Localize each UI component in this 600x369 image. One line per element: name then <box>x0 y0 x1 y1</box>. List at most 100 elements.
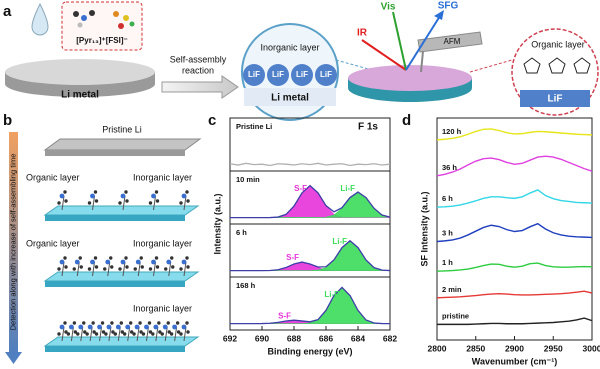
spectrum-line <box>230 239 391 272</box>
panel-condition: 6 h <box>236 228 247 237</box>
molecule-atom <box>63 256 67 260</box>
molecule-atom <box>185 190 189 194</box>
molecule-atom <box>97 324 102 330</box>
zoom-title: Inorganic layer <box>260 42 319 52</box>
panel-label: a <box>3 3 12 20</box>
molecule-stalk <box>137 261 141 277</box>
substrate-label: Li metal <box>61 90 99 101</box>
stages: Organic layer Inorganic layer Organic laye… <box>26 172 200 352</box>
molecule-atom <box>90 259 95 265</box>
molecule-atom <box>166 321 170 325</box>
slab-top <box>43 271 200 282</box>
afm-label: AFM <box>444 37 461 46</box>
sfg-arrowhead <box>434 10 444 20</box>
series-label: 2 min <box>442 285 462 294</box>
molecule-atom <box>129 330 134 334</box>
molecule-atom <box>74 259 80 265</box>
molecule-atom <box>179 267 183 271</box>
molecule-atom <box>186 265 190 269</box>
time-axis-label: Detection along with increase of self-as… <box>8 154 17 331</box>
molecule-atom <box>118 267 122 271</box>
molecule-atom <box>125 199 129 203</box>
molecule-atom <box>181 324 187 330</box>
atom <box>77 22 83 28</box>
molecule-atom <box>79 265 83 269</box>
li-disk-top <box>5 59 155 85</box>
molecule-atom <box>133 267 137 271</box>
molecule-atom <box>181 193 187 199</box>
slab-top <box>43 205 200 216</box>
ir-label: IR <box>357 28 368 39</box>
molecule-atom <box>147 321 152 325</box>
molecule-atom <box>135 259 141 265</box>
molecule-stalk <box>76 261 80 277</box>
lif-grain-label: LiF <box>248 70 260 79</box>
vis-beam <box>392 11 407 71</box>
molecule-atom <box>109 256 113 260</box>
series-label: 3 h <box>442 228 453 237</box>
molecule-atom <box>124 190 128 194</box>
molecule-atom <box>119 321 124 325</box>
pristine-slab-front <box>45 150 185 156</box>
molecule-stalk <box>61 326 65 342</box>
molecule-atom <box>100 321 105 325</box>
molecule-atom <box>151 332 155 336</box>
molecule-atom <box>94 199 99 203</box>
molecule-atom <box>59 193 65 199</box>
organic-label: Organic layer <box>26 172 80 182</box>
molecule-stalk <box>164 326 168 342</box>
molecule-atom <box>120 259 126 265</box>
molecule-stalk <box>183 261 187 277</box>
x-tick-label: 2900 <box>505 343 524 353</box>
droplet <box>31 2 49 36</box>
sfg-line <box>436 128 593 141</box>
arrow-label: Self-assembly <box>170 54 227 64</box>
sfg-line <box>436 290 593 299</box>
inorganic-label: Inorganic layer <box>133 303 192 313</box>
zoom-title: Organic layer <box>531 39 585 49</box>
molecule-atom <box>64 265 68 269</box>
molecule-atom <box>148 267 153 271</box>
molecule-atom <box>64 199 68 203</box>
molecule-atom <box>186 330 190 334</box>
vis-label: Vis <box>381 2 396 13</box>
component-label: Li-F <box>324 290 339 299</box>
reaction-arrow <box>161 75 239 99</box>
molecule-stalk <box>168 261 172 277</box>
molecule-atom <box>72 321 77 325</box>
molecule-atom <box>87 267 92 271</box>
molecule-stalk <box>183 195 187 211</box>
molecule-atom <box>104 332 108 336</box>
molecule-atom <box>78 256 82 260</box>
molecule-stalk <box>80 326 84 342</box>
panel-condition: Pristine Li <box>236 122 272 131</box>
molecule-atom <box>110 321 114 325</box>
x-tick-label: 682 <box>383 333 397 343</box>
zoom-substrate-label: Li metal <box>271 93 309 104</box>
panel-label: b <box>3 112 12 129</box>
molecule-atom <box>106 324 112 330</box>
molecule-atom <box>57 267 61 271</box>
molecule-atom <box>170 256 174 260</box>
molecule-atom <box>94 265 99 269</box>
component-label: Li-F <box>340 184 355 193</box>
x-tick-label: 3000 <box>583 343 600 353</box>
sfg-chart: 2800 2850 2900 2950 3000 Wavenumber (cm⁻¹) SF … <box>419 117 600 366</box>
molecule-atom <box>91 321 95 325</box>
x-axis-label: Binding energy (eV) <box>267 346 352 356</box>
molecule-atom <box>111 330 115 334</box>
molecule-atom <box>63 321 67 325</box>
molecule-atom <box>141 332 146 336</box>
molecule-atom <box>140 265 144 269</box>
atom <box>73 11 79 17</box>
molecule-atom <box>110 265 114 269</box>
molecule-atom <box>160 332 164 336</box>
molecule-atom <box>179 332 183 336</box>
inorganic-label: Inorganic layer <box>133 238 192 248</box>
sample-top <box>348 65 472 91</box>
molecule-stalk <box>70 326 74 342</box>
molecule-atom <box>113 332 118 336</box>
xps-chart: 692 690 688 686 684 682 Binding energy (eV) Int… <box>212 117 397 356</box>
lif-grain <box>267 64 289 86</box>
